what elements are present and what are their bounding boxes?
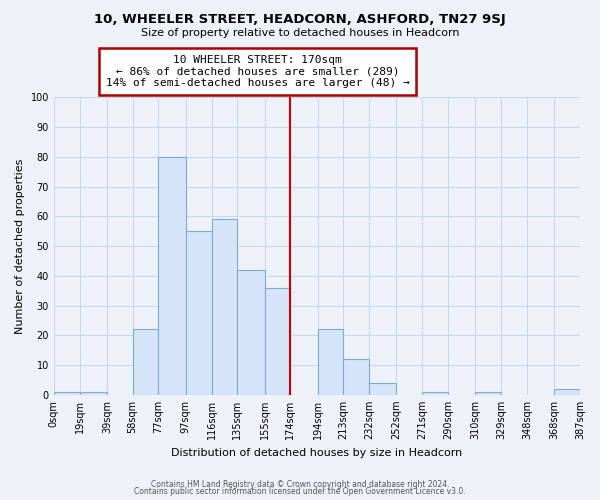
Text: Contains public sector information licensed under the Open Government Licence v3: Contains public sector information licen… bbox=[134, 487, 466, 496]
X-axis label: Distribution of detached houses by size in Headcorn: Distribution of detached houses by size … bbox=[171, 448, 463, 458]
Bar bbox=[422, 392, 448, 395]
Bar bbox=[317, 330, 343, 395]
Bar bbox=[133, 330, 158, 395]
Bar bbox=[554, 389, 580, 395]
Bar bbox=[185, 231, 212, 395]
Text: 10, WHEELER STREET, HEADCORN, ASHFORD, TN27 9SJ: 10, WHEELER STREET, HEADCORN, ASHFORD, T… bbox=[94, 12, 506, 26]
Bar bbox=[369, 383, 397, 395]
Bar bbox=[212, 219, 238, 395]
Text: Size of property relative to detached houses in Headcorn: Size of property relative to detached ho… bbox=[141, 28, 459, 38]
Bar bbox=[265, 288, 290, 395]
Bar bbox=[158, 157, 185, 395]
Text: 10 WHEELER STREET: 170sqm
← 86% of detached houses are smaller (289)
14% of semi: 10 WHEELER STREET: 170sqm ← 86% of detac… bbox=[106, 55, 410, 88]
Text: Contains HM Land Registry data © Crown copyright and database right 2024.: Contains HM Land Registry data © Crown c… bbox=[151, 480, 449, 489]
Y-axis label: Number of detached properties: Number of detached properties bbox=[15, 158, 25, 334]
Bar bbox=[238, 270, 265, 395]
Bar bbox=[343, 359, 369, 395]
Bar bbox=[475, 392, 501, 395]
Bar bbox=[54, 392, 80, 395]
Bar bbox=[80, 392, 107, 395]
